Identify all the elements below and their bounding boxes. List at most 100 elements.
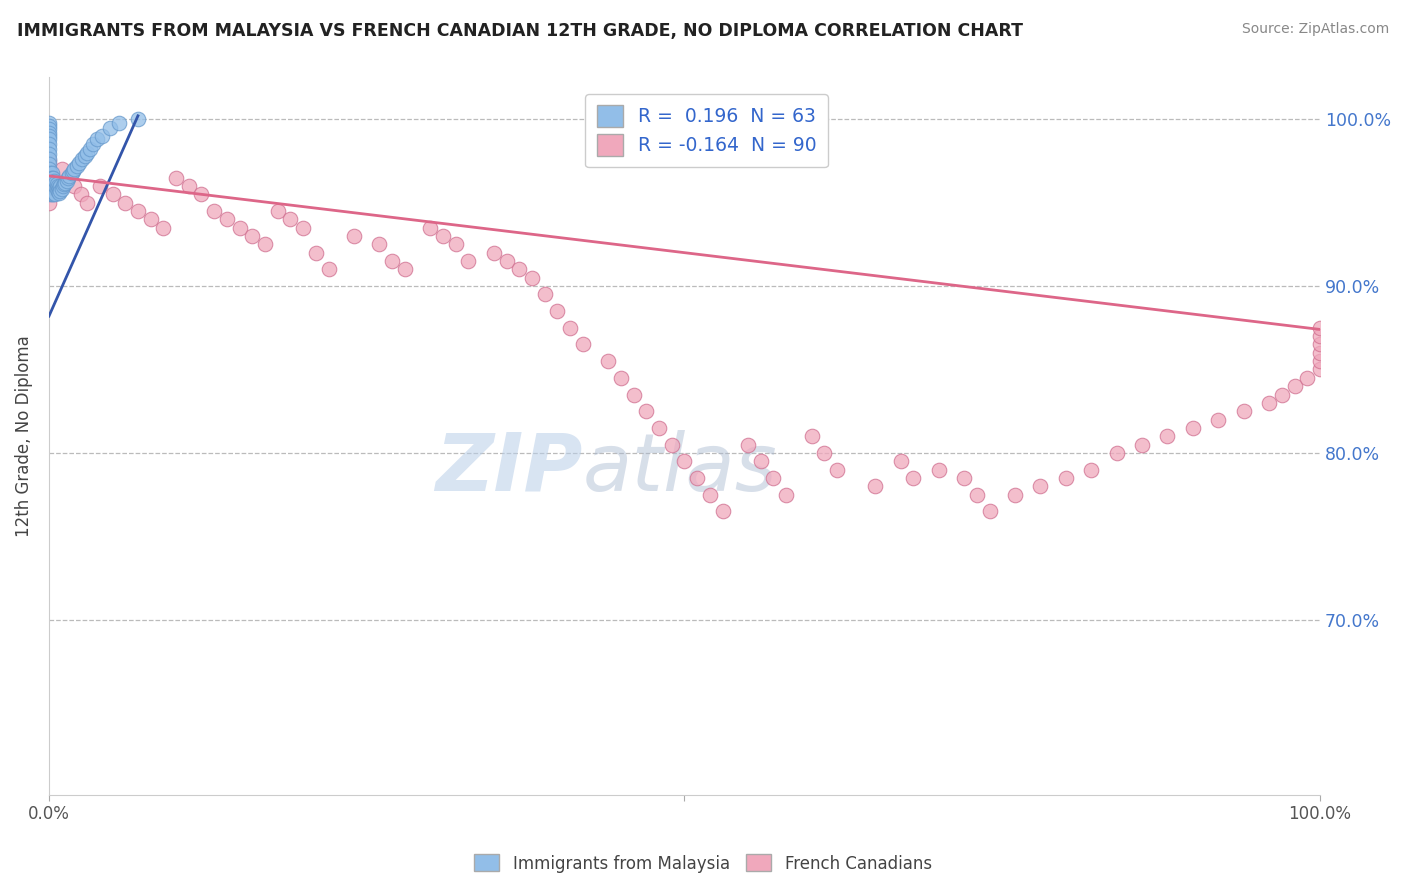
Point bbox=[48, 180, 70, 194]
Point bbox=[38, 162, 60, 177]
Point bbox=[38, 195, 60, 210]
Text: IMMIGRANTS FROM MALAYSIA VS FRENCH CANADIAN 12TH GRADE, NO DIPLOMA CORRELATION C: IMMIGRANTS FROM MALAYSIA VS FRENCH CANAD… bbox=[17, 22, 1024, 40]
Point bbox=[202, 203, 225, 218]
Point bbox=[45, 178, 67, 192]
Point bbox=[775, 488, 797, 502]
Point bbox=[38, 178, 60, 193]
Point bbox=[38, 132, 60, 146]
Y-axis label: 12th Grade, No Diploma: 12th Grade, No Diploma bbox=[15, 335, 32, 537]
Point bbox=[520, 270, 543, 285]
Point bbox=[76, 195, 98, 210]
Point bbox=[38, 119, 60, 133]
Point bbox=[1309, 362, 1331, 376]
Point bbox=[558, 320, 581, 334]
Point bbox=[610, 371, 633, 385]
Point bbox=[1309, 354, 1331, 368]
Point bbox=[152, 220, 174, 235]
Point bbox=[38, 152, 60, 166]
Point bbox=[39, 176, 62, 190]
Point bbox=[42, 174, 65, 188]
Point bbox=[1296, 371, 1319, 385]
Point bbox=[1004, 488, 1026, 502]
Point bbox=[63, 178, 86, 193]
Point bbox=[127, 112, 149, 127]
Point bbox=[661, 437, 683, 451]
Point bbox=[318, 262, 340, 277]
Point bbox=[38, 142, 60, 156]
Point bbox=[73, 149, 96, 163]
Point bbox=[66, 159, 89, 173]
Point bbox=[762, 471, 785, 485]
Point bbox=[1105, 446, 1128, 460]
Point bbox=[42, 170, 65, 185]
Point bbox=[55, 176, 77, 190]
Point bbox=[42, 186, 65, 200]
Point bbox=[381, 254, 404, 268]
Point bbox=[419, 220, 441, 235]
Point bbox=[82, 137, 104, 152]
Point bbox=[44, 182, 66, 196]
Point bbox=[38, 170, 60, 185]
Point bbox=[979, 504, 1001, 518]
Point bbox=[394, 262, 416, 277]
Point bbox=[42, 187, 65, 202]
Point bbox=[1130, 437, 1153, 451]
Point bbox=[1208, 412, 1230, 426]
Point bbox=[70, 152, 93, 166]
Point bbox=[98, 120, 121, 135]
Point bbox=[343, 229, 366, 244]
Point bbox=[89, 178, 111, 193]
Point bbox=[39, 165, 62, 179]
Point bbox=[444, 237, 467, 252]
Point bbox=[1309, 320, 1331, 334]
Point bbox=[56, 170, 79, 185]
Point bbox=[1271, 387, 1294, 401]
Point bbox=[533, 287, 555, 301]
Point bbox=[215, 212, 238, 227]
Point bbox=[495, 254, 517, 268]
Point bbox=[890, 454, 912, 468]
Point bbox=[39, 170, 62, 185]
Point bbox=[51, 162, 73, 177]
Point bbox=[928, 462, 950, 476]
Point bbox=[673, 454, 696, 468]
Point bbox=[1029, 479, 1052, 493]
Point bbox=[39, 182, 62, 196]
Point bbox=[58, 169, 80, 183]
Text: ZIP: ZIP bbox=[436, 430, 583, 508]
Point bbox=[1284, 379, 1306, 393]
Point bbox=[41, 176, 63, 190]
Point bbox=[86, 132, 108, 146]
Point bbox=[38, 128, 60, 143]
Point bbox=[305, 245, 328, 260]
Point bbox=[44, 176, 66, 190]
Point bbox=[1080, 462, 1102, 476]
Point bbox=[813, 446, 835, 460]
Point bbox=[190, 187, 212, 202]
Point bbox=[863, 479, 886, 493]
Point bbox=[699, 488, 721, 502]
Point bbox=[114, 195, 136, 210]
Point bbox=[686, 471, 709, 485]
Point bbox=[457, 254, 479, 268]
Point bbox=[903, 471, 925, 485]
Point bbox=[108, 115, 131, 129]
Point bbox=[41, 170, 63, 185]
Point bbox=[254, 237, 277, 252]
Point bbox=[800, 429, 823, 443]
Point bbox=[76, 145, 98, 160]
Point bbox=[139, 212, 162, 227]
Point bbox=[49, 184, 72, 198]
Point bbox=[623, 387, 645, 401]
Point bbox=[41, 165, 63, 179]
Point bbox=[101, 187, 124, 202]
Point bbox=[38, 137, 60, 152]
Point bbox=[127, 203, 149, 218]
Point bbox=[53, 178, 76, 192]
Point bbox=[636, 404, 658, 418]
Point bbox=[648, 421, 671, 435]
Point bbox=[737, 437, 759, 451]
Point bbox=[41, 187, 63, 202]
Point bbox=[38, 187, 60, 202]
Point bbox=[42, 182, 65, 196]
